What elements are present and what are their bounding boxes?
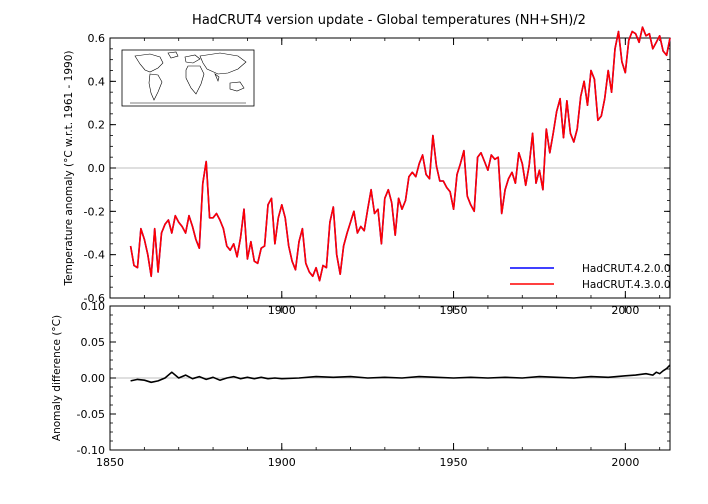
- bottom-series-line-0: [130, 364, 671, 384]
- bottom-series-group: [130, 364, 671, 384]
- bottom-x-tick-label: 2000: [611, 456, 639, 469]
- top-y-tick-label: 0.6: [88, 32, 106, 45]
- bottom-panel: -0.10 -0.05 0.00 0.05 0.10 1850 1900 1950 2000 A…: [51, 300, 671, 469]
- top-y-tick-label: 0.0: [88, 162, 106, 175]
- top-y-tick-label: 0.2: [88, 119, 106, 132]
- top-series-line-1: [129, 26, 671, 282]
- bottom-y-tick-label: -0.05: [77, 408, 105, 421]
- bottom-y-tick-label: -0.10: [77, 444, 105, 457]
- top-y-tick-label: 0.4: [88, 75, 106, 88]
- legend: HadCRUT.4.2.0.0 HadCRUT.4.3.0.0: [510, 263, 671, 291]
- bottom-x-tick-label: 1950: [440, 456, 468, 469]
- world-map-icon: [121, 49, 255, 107]
- bottom-y-tick-label: 0.05: [81, 336, 106, 349]
- chart-title: HadCRUT4 version update - Global tempera…: [192, 13, 586, 28]
- top-y-tick-label: -0.2: [84, 205, 105, 218]
- bottom-axis-ticks: -0.10 -0.05 0.00 0.05 0.10 1850 1900 1950 2000: [77, 300, 670, 469]
- top-y-tick-label: -0.6: [84, 292, 105, 305]
- top-y-tick-label: -0.4: [84, 249, 105, 262]
- bottom-y-axis-label: Anomaly difference (°C): [51, 315, 63, 441]
- legend-label-4-3: HadCRUT.4.3.0.0: [582, 279, 671, 291]
- top-series-group: [129, 26, 671, 282]
- bottom-y-tick-label: 0.10: [81, 300, 106, 313]
- bottom-x-tick-label: 1900: [268, 456, 296, 469]
- bottom-x-tick-label: 1850: [96, 456, 124, 469]
- top-y-axis-label: Temperature anomaly (°C w.r.t. 1961 - 19…: [63, 51, 75, 287]
- bottom-y-tick-label: 0.00: [81, 372, 106, 385]
- legend-label-4-2: HadCRUT.4.2.0.0: [582, 263, 671, 275]
